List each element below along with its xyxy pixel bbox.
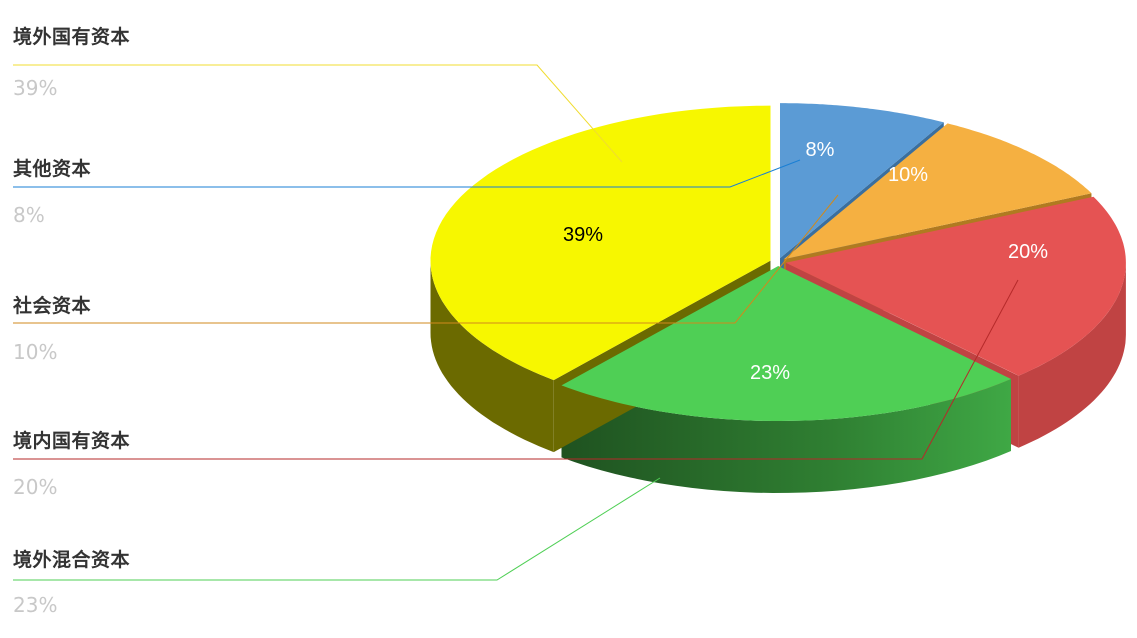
slice-top-4	[430, 105, 771, 381]
slice-top-2	[785, 196, 1126, 376]
slice-top-1	[783, 123, 1092, 260]
legend-percent-1: 8%	[13, 203, 45, 227]
leader-line-2	[13, 194, 839, 324]
slice-side-4	[430, 260, 554, 453]
leader-line-1	[13, 159, 801, 188]
leader-line-3	[13, 279, 1019, 460]
data-label-2: 20%	[1008, 241, 1048, 263]
data-label-3: 23%	[750, 362, 790, 384]
leader-line-4	[13, 477, 661, 581]
legend-percent-4: 23%	[13, 593, 58, 617]
legend-percent-3: 20%	[13, 475, 58, 499]
legend-label-0: 境外国有资本	[13, 26, 131, 48]
slice-top-3	[561, 265, 1011, 421]
legend-label-2: 社会资本	[13, 295, 92, 317]
legend-label-4: 境外混合资本	[13, 549, 131, 571]
legend-percent-2: 10%	[13, 340, 58, 364]
slice-side-3	[561, 379, 1011, 493]
leader-line-0	[13, 64, 623, 163]
legend-label-1: 其他资本	[13, 158, 92, 180]
slice-side-2	[1018, 262, 1126, 448]
data-label-1: 10%	[888, 164, 928, 186]
data-label-0: 8%	[806, 139, 835, 161]
legend-percent-0: 39%	[13, 76, 58, 100]
legend-label-3: 境内国有资本	[13, 430, 131, 452]
slice-top-0	[779, 103, 944, 259]
data-label-4: 39%	[563, 224, 603, 246]
